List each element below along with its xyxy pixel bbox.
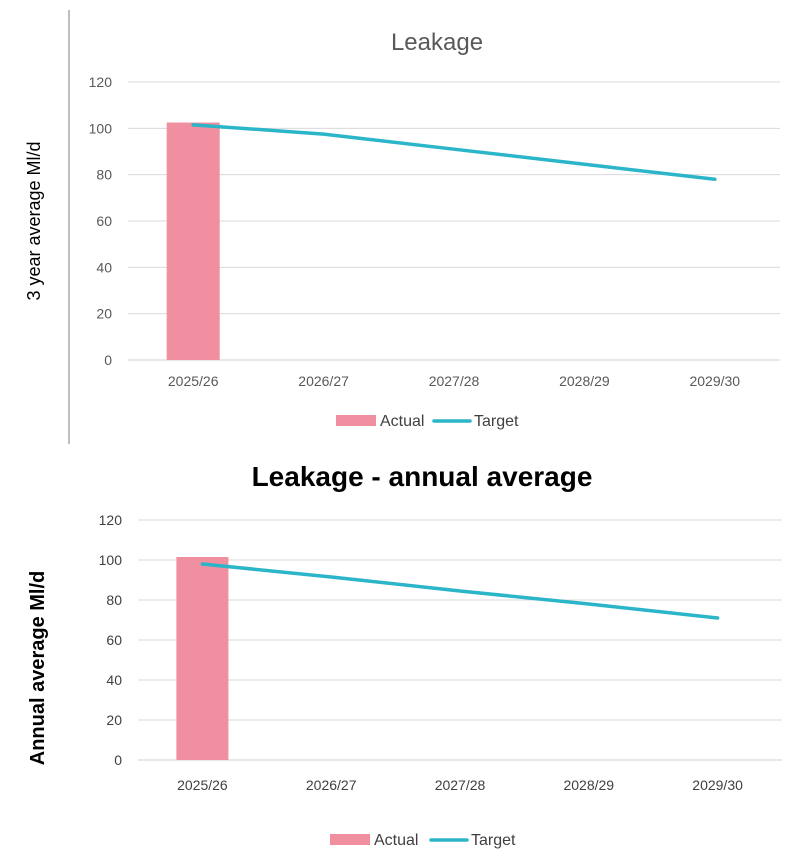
y-tick-label: 120 [89,74,113,90]
actual-bar [166,122,220,361]
chart-divider-line [68,10,70,444]
x-tick-label: 2028/29 [559,373,610,389]
y-tick-label: 120 [99,512,123,528]
legend-label-target: Target [471,832,516,849]
target-line [191,123,717,182]
y-tick-label: 40 [96,259,112,275]
y-tick-label: 100 [99,552,123,568]
x-tick-label: 2026/27 [306,777,357,793]
x-tick-label: 2027/28 [429,373,480,389]
y-tick-label: 40 [106,672,122,688]
x-tick-label: 2026/27 [298,373,349,389]
legend-label-actual: Actual [380,413,424,430]
legend-swatch-actual [330,834,370,845]
x-tick-label: 2029/30 [692,777,743,793]
y-tick-label: 20 [96,306,112,322]
y-axis-label: Annual average Ml/d [27,571,49,766]
x-tick-label: 2025/26 [168,373,219,389]
y-tick-label: 20 [106,712,122,728]
y-tick-label: 80 [106,592,122,608]
x-tick-label: 2028/29 [563,777,614,793]
legend-label-actual: Actual [374,832,418,849]
legend-swatch-actual [336,415,376,426]
x-tick-label: 2029/30 [689,373,740,389]
y-tick-label: 60 [106,632,122,648]
y-tick-label: 0 [104,352,112,368]
y-tick-label: 60 [96,213,112,229]
chart-title: Leakage [391,29,483,56]
target-line [200,562,720,620]
actual-bar [176,557,229,760]
y-tick-label: 100 [89,120,113,136]
y-tick-label: 80 [96,167,112,183]
y-tick-label: 0 [114,752,122,768]
x-tick-label: 2025/26 [177,777,228,793]
y-axis-label: 3 year average Ml/d [24,141,44,300]
chart-title: Leakage - annual average [252,461,593,492]
x-tick-label: 2027/28 [435,777,486,793]
legend-label-target: Target [474,413,519,430]
